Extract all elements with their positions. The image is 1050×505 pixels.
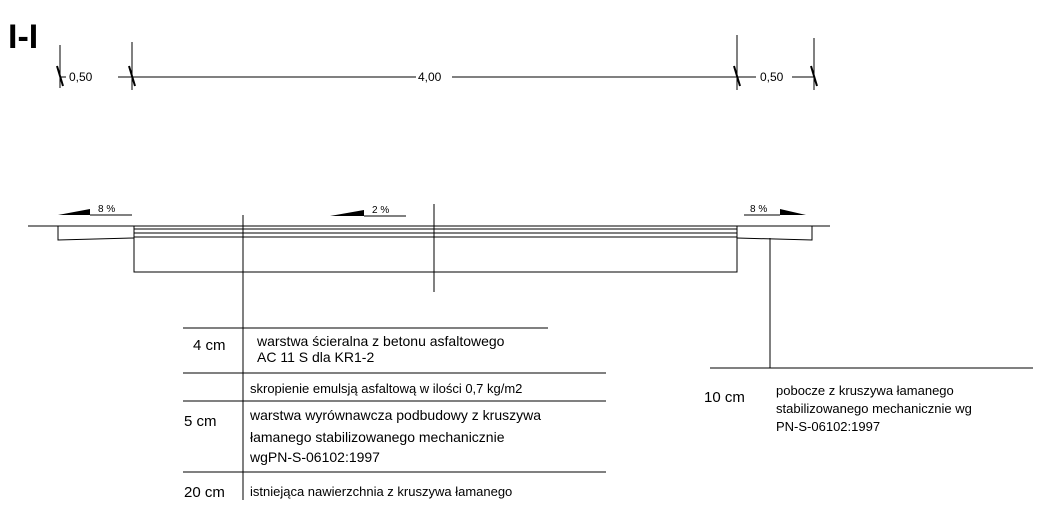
shoulder-line1: pobocze z kruszywa łamanego [776, 383, 954, 398]
dimension-left: 0,50 [69, 70, 93, 84]
dimension-line [56, 35, 818, 90]
section-label: I-I [8, 18, 38, 56]
layer-1-thickness: 4 cm [193, 337, 226, 354]
slope-center [330, 210, 406, 217]
layer-3-line1: warstwa wyrównawcza podbudowy z kruszywa [249, 407, 541, 423]
road-profile [28, 204, 830, 500]
layer-3-line3: wgPN-S-06102:1997 [249, 449, 380, 465]
slope-center-label: 2 % [372, 205, 389, 216]
layer-1-line1: warstwa ścieralna z betonu asfaltowego [256, 333, 505, 349]
slope-right [744, 209, 806, 216]
layer-1-line2: AC 11 S dla KR1-2 [257, 349, 374, 365]
slope-left [58, 209, 132, 216]
layer-4-line1: istniejąca nawierzchnia z kruszywa łaman… [250, 484, 512, 499]
shoulder-thickness: 10 cm [704, 389, 745, 406]
shoulder-line3: PN-S-06102:1997 [776, 419, 880, 434]
shoulder-line2: stabilizowanego mechanicznie wg [776, 401, 972, 416]
slope-left-label: 8 % [98, 204, 115, 215]
layer-2-line1: skropienie emulsją asfaltową w ilości 0,… [250, 381, 522, 396]
dimension-center: 4,00 [418, 70, 442, 84]
layer-3-thickness: 5 cm [184, 413, 217, 430]
slope-right-label: 8 % [750, 204, 767, 215]
layer-4-thickness: 20 cm [184, 484, 225, 501]
dimension-right: 0,50 [760, 70, 784, 84]
layer-3-line2: łamanego stabilizowanego mechanicznie [250, 429, 505, 445]
layer-table [183, 327, 606, 473]
